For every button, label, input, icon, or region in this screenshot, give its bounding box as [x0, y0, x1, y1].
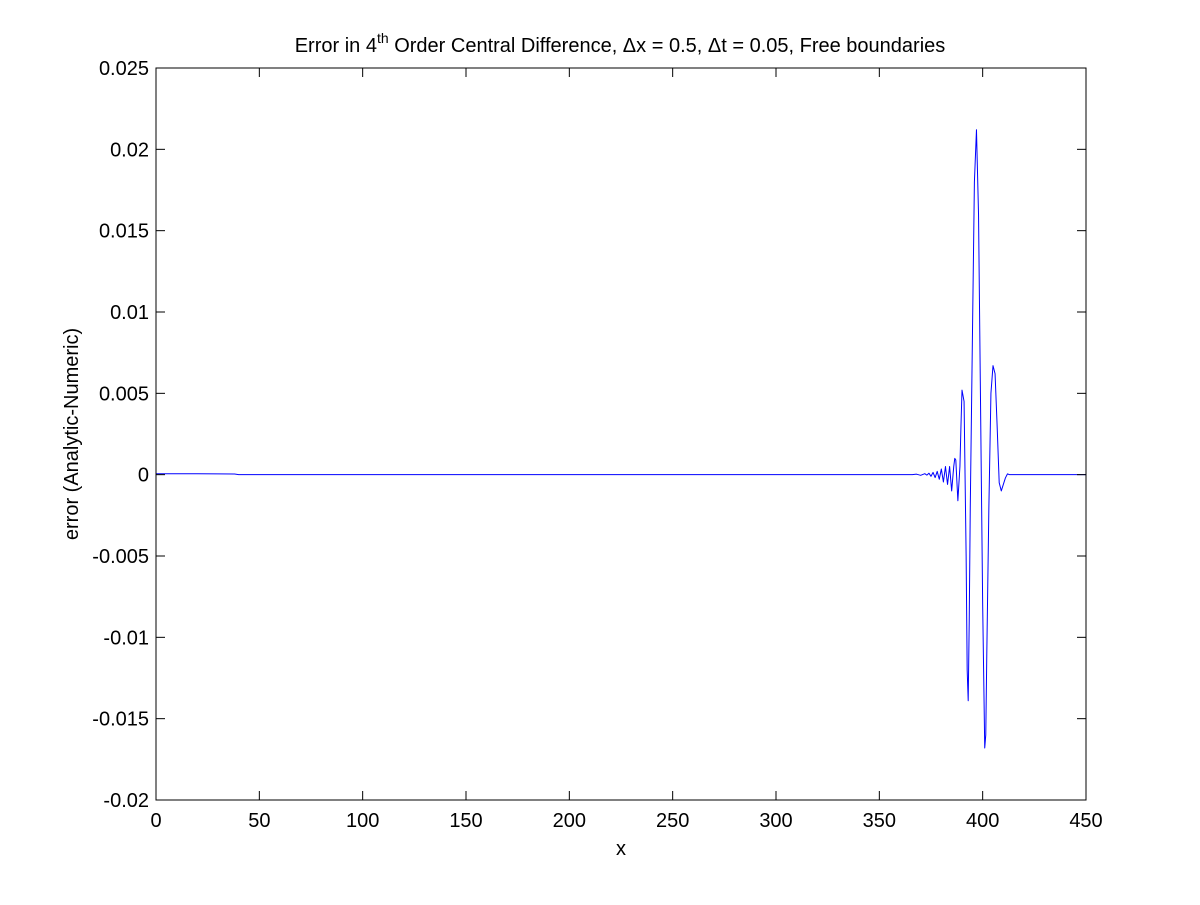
chart-title-suffix: Order Central Difference, Δx = 0.5, Δt =… — [389, 35, 946, 57]
x-tick-label: 450 — [1069, 810, 1102, 832]
plot-area — [156, 68, 1086, 800]
chart-title-superscript: th — [377, 30, 389, 46]
y-tick-label: 0.02 — [110, 139, 149, 161]
y-tick-label: -0.02 — [103, 790, 149, 812]
axes-box — [155, 67, 1087, 801]
y-axis-label: error (Analytic-Numeric) — [61, 328, 83, 540]
x-tick-label: 250 — [656, 810, 689, 832]
x-axis-label: x — [616, 838, 626, 860]
y-tick-label: 0.015 — [99, 221, 149, 243]
y-tick-label: 0.025 — [99, 58, 149, 80]
x-tick-label: 200 — [553, 810, 586, 832]
y-tick-label: 0.01 — [110, 302, 149, 324]
y-tick-label: 0 — [138, 465, 149, 487]
error-series-line — [156, 129, 1086, 749]
data-layer — [156, 129, 1086, 749]
x-tick-label: 300 — [759, 810, 792, 832]
y-tick-label: -0.01 — [103, 627, 149, 649]
x-tick-label: 350 — [863, 810, 896, 832]
y-tick-label: 0.005 — [99, 383, 149, 405]
y-axis-ticks: -0.02 -0.015 -0.01 -0.005 0 0.005 0.01 0.015 0.0… — [92, 58, 1086, 812]
x-tick-label: 0 — [150, 810, 161, 832]
y-tick-label: -0.015 — [92, 709, 149, 731]
x-axis-ticks: 0 50 100 150 200 250 300 350 400 450 — [150, 68, 1103, 832]
x-tick-label: 150 — [449, 810, 482, 832]
x-tick-label: 50 — [248, 810, 270, 832]
chart-title: Error in 4th Order Central Difference, Δ… — [295, 30, 946, 57]
x-tick-label: 400 — [966, 810, 999, 832]
x-tick-label: 100 — [346, 810, 379, 832]
y-tick-label: -0.005 — [92, 546, 149, 568]
chart-title-prefix: Error in 4 — [295, 35, 377, 57]
